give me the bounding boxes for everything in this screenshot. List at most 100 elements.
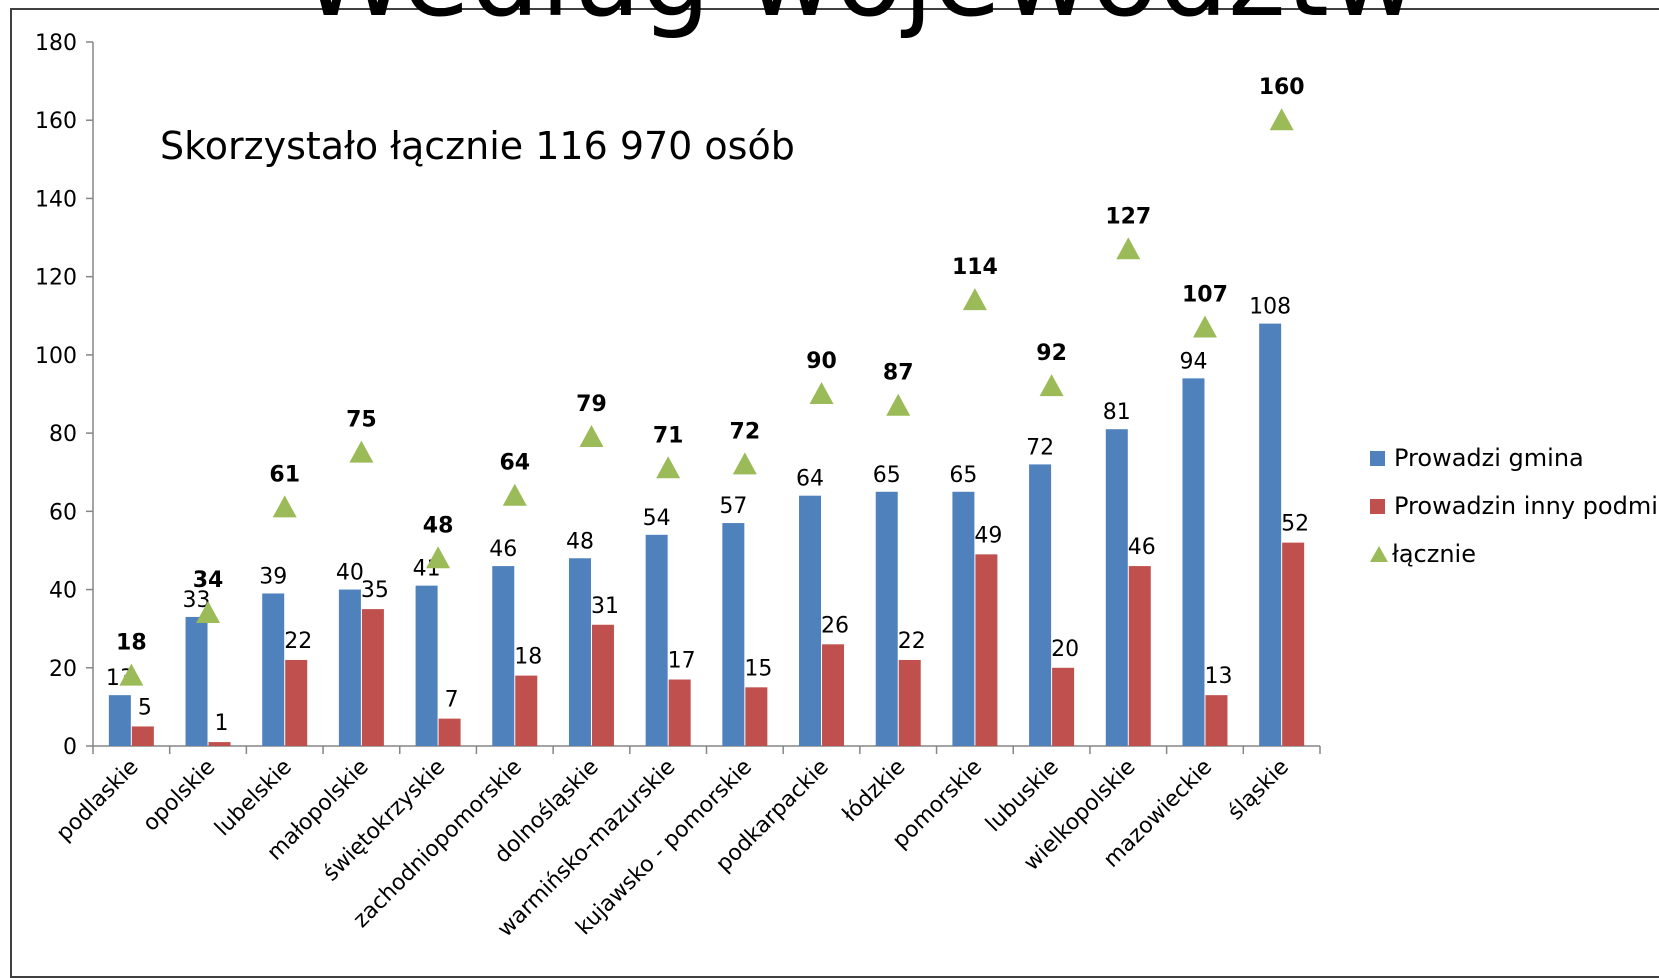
y-tick-label: 180 — [35, 31, 77, 56]
marker-lacznie — [119, 663, 144, 686]
marker-lacznie — [809, 382, 834, 404]
data-label-prowadzi-gmina: 65 — [949, 463, 977, 488]
marker-lacznie — [1039, 374, 1064, 397]
data-label-inny-podmiot: 17 — [668, 649, 696, 674]
bar-inny-podmiot — [745, 687, 768, 746]
marker-lacznie — [579, 425, 604, 448]
legend-item-inny-podmiot: Prowadzin inny podmiot — [1370, 482, 1659, 530]
y-tick-label: 40 — [49, 579, 77, 604]
data-label-lacznie: 92 — [1036, 341, 1067, 366]
data-label-lacznie: 71 — [653, 423, 684, 448]
legend-swatch-red — [1370, 498, 1385, 514]
data-label-inny-podmiot: 20 — [1051, 637, 1079, 662]
data-label-inny-podmiot: 31 — [591, 594, 619, 619]
x-category-label: śląskie — [1223, 755, 1294, 826]
data-label-inny-podmiot: 26 — [821, 613, 849, 638]
legend-swatch-blue — [1370, 450, 1385, 466]
bar-prowadzi-gmina — [1182, 378, 1205, 746]
data-label-inny-podmiot: 22 — [284, 629, 312, 654]
marker-lacznie — [272, 495, 297, 518]
data-label-prowadzi-gmina: 39 — [259, 564, 287, 589]
bar-inny-podmiot — [131, 726, 154, 746]
bar-prowadzi-gmina — [799, 495, 822, 746]
data-label-inny-podmiot: 18 — [514, 645, 542, 670]
data-label-inny-podmiot: 7 — [445, 688, 459, 713]
x-category-label: łódzkie — [838, 755, 911, 828]
data-label-prowadzi-gmina: 94 — [1179, 349, 1207, 374]
marker-lacznie — [886, 393, 911, 416]
data-label-inny-podmiot: 1 — [215, 711, 229, 736]
chart-legend: Prowadzi gmina Prowadzin inny podmiot łą… — [1370, 434, 1659, 578]
marker-lacznie — [502, 483, 527, 506]
bar-inny-podmiot — [438, 718, 461, 746]
data-label-lacznie: 114 — [952, 255, 998, 280]
bar-prowadzi-gmina — [645, 534, 668, 746]
chart-annotation: Skorzystało łącznie 116 970 osób — [160, 124, 795, 168]
marker-lacznie — [1192, 315, 1217, 338]
data-label-lacznie: 18 — [116, 631, 147, 656]
y-tick-label: 80 — [49, 422, 77, 447]
data-label-inny-podmiot: 49 — [974, 523, 1002, 548]
data-label-lacznie: 79 — [576, 392, 607, 417]
data-label-prowadzi-gmina: 46 — [489, 537, 517, 562]
marker-lacznie — [962, 288, 987, 311]
legend-label: łącznie — [1392, 540, 1476, 568]
chart-plot: 02040608010012014016018013518podlaskie33… — [35, 31, 1321, 942]
marker-lacznie — [732, 452, 757, 475]
data-label-prowadzi-gmina: 64 — [796, 467, 824, 492]
bar-inny-podmiot — [822, 644, 845, 746]
bar-prowadzi-gmina — [1259, 323, 1282, 746]
data-label-prowadzi-gmina: 48 — [566, 529, 594, 554]
data-label-inny-podmiot: 5 — [138, 695, 152, 720]
y-tick-label: 0 — [63, 735, 77, 760]
bar-prowadzi-gmina — [722, 523, 745, 746]
bar-inny-podmiot — [1052, 667, 1075, 746]
y-tick-label: 160 — [35, 109, 77, 134]
bar-prowadzi-gmina — [1029, 464, 1052, 746]
data-label-lacznie: 34 — [193, 568, 224, 593]
bar-prowadzi-gmina — [185, 616, 208, 746]
data-label-prowadzi-gmina: 72 — [1026, 435, 1054, 460]
data-label-inny-podmiot: 22 — [898, 629, 926, 654]
data-label-inny-podmiot: 46 — [1128, 535, 1156, 560]
marker-lacznie — [1116, 237, 1141, 260]
marker-lacznie — [426, 546, 451, 569]
marker-lacznie — [196, 601, 221, 624]
bar-prowadzi-gmina — [492, 566, 515, 746]
bar-inny-podmiot — [1205, 695, 1228, 746]
bar-inny-podmiot — [361, 609, 384, 746]
x-category-label: podlaskie — [52, 755, 144, 847]
bar-prowadzi-gmina — [875, 491, 898, 746]
y-tick-label: 100 — [35, 344, 77, 369]
bar-prowadzi-gmina — [415, 585, 438, 746]
marker-lacznie — [1269, 108, 1294, 131]
bar-inny-podmiot — [898, 659, 921, 746]
bar-inny-podmiot — [1282, 542, 1305, 746]
chart-frame: 0 20 40 60 80 100 120 140 160 180 13 5 18 podlaskie 33… — [10, 8, 1659, 978]
data-label-inny-podmiot: 52 — [1281, 512, 1309, 537]
data-label-prowadzi-gmina: 54 — [643, 506, 671, 531]
bar-inny-podmiot — [668, 679, 691, 746]
data-label-inny-podmiot: 13 — [1204, 664, 1232, 689]
data-label-lacznie: 61 — [269, 462, 300, 487]
marker-lacznie — [656, 456, 681, 479]
data-label-lacznie: 127 — [1105, 204, 1151, 229]
data-label-lacznie: 75 — [346, 408, 377, 433]
bar-inny-podmiot — [208, 742, 231, 746]
bar-inny-podmiot — [515, 675, 538, 746]
data-label-lacznie: 48 — [423, 513, 454, 538]
y-tick-label: 120 — [35, 266, 77, 291]
x-category-label: opolskie — [138, 755, 220, 837]
page-title: Według województw — [300, 0, 1419, 32]
legend-item-prowadzi-gmina: Prowadzi gmina — [1370, 434, 1659, 482]
y-tick-label: 140 — [35, 187, 77, 212]
bar-prowadzi-gmina — [338, 589, 361, 746]
bar-prowadzi-gmina — [108, 695, 131, 746]
bar-inny-podmiot — [975, 554, 998, 746]
bar-prowadzi-gmina — [262, 593, 285, 746]
legend-triangle-marker — [1370, 546, 1388, 562]
data-label-prowadzi-gmina: 108 — [1249, 295, 1291, 320]
data-label-prowadzi-gmina: 40 — [336, 561, 364, 586]
data-label-lacznie: 90 — [806, 349, 837, 374]
y-tick-label: 20 — [49, 657, 77, 682]
